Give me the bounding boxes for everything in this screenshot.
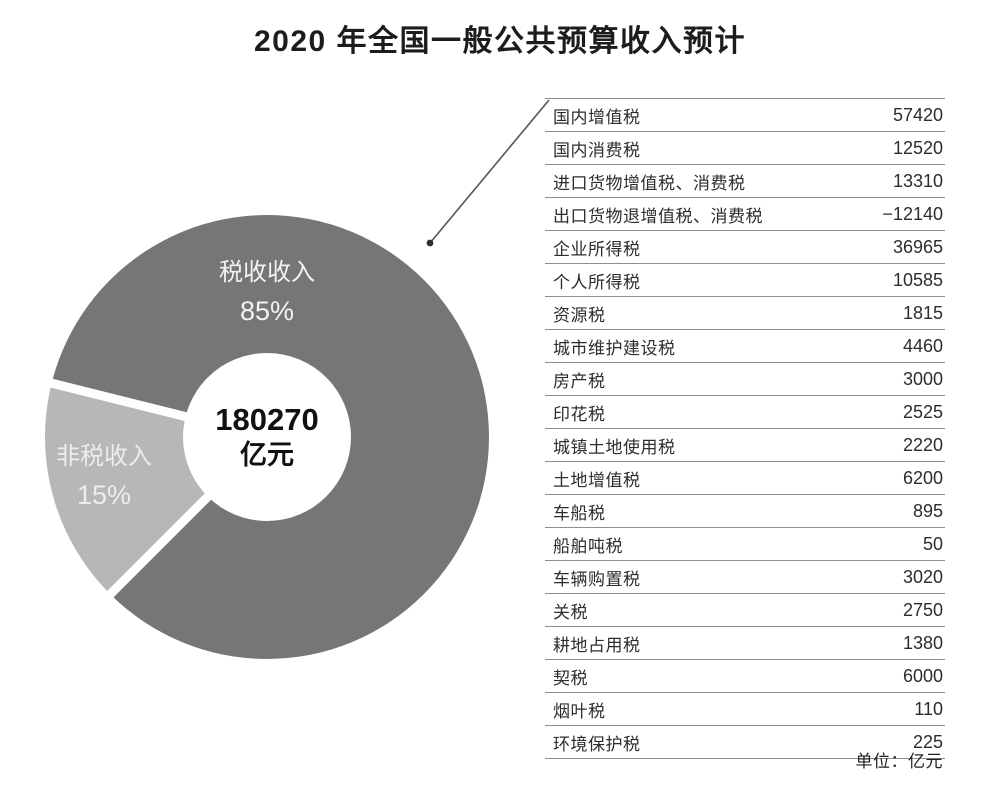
table-row: 进口货物增值税、消费税 13310: [545, 165, 945, 198]
tax-amount: 2525: [902, 401, 943, 422]
tax-amount: 57420: [892, 104, 943, 125]
tax-amount: 895: [912, 500, 943, 521]
donut-center: 180270 亿元: [183, 353, 351, 521]
center-total-unit: 亿元: [240, 440, 294, 471]
tax-amount: 4460: [902, 335, 943, 356]
tax-amount: 50: [922, 533, 943, 554]
tax-name: 进口货物增值税、消费税: [553, 173, 746, 193]
table-row: 城市维护建设税 4460: [545, 330, 945, 363]
tax-name: 企业所得税: [553, 239, 641, 259]
tax-amount: 1380: [902, 632, 943, 653]
page-title: 2020 年全国一般公共预算收入预计: [253, 25, 747, 58]
tax-name: 船舶吨税: [553, 536, 623, 556]
table-row: 耕地占用税 1380: [545, 627, 945, 660]
tax-amount: 10585: [892, 269, 943, 290]
table-row: 契税 6000: [545, 660, 945, 693]
tax-name: 国内增值税: [553, 107, 641, 127]
table-row: 房产税 3000: [545, 363, 945, 396]
tax-name: 房产税: [553, 371, 606, 391]
slice-name: 税收收入: [219, 259, 315, 286]
tax-name: 关税: [553, 602, 588, 622]
center-total-value: 180270: [215, 401, 319, 437]
tax-name: 土地增值税: [553, 470, 641, 490]
slice-percent: 15%: [76, 480, 132, 510]
tax-amount: 6000: [902, 665, 943, 686]
tax-name: 城市维护建设税: [553, 338, 676, 358]
tax-name: 印花税: [553, 404, 606, 424]
table-row: 环境保护税 225: [545, 726, 945, 759]
table-row: 烟叶税 110: [545, 693, 945, 726]
table-row: 出口货物退增值税、消费税 −12140: [545, 198, 945, 231]
tax-amount: 2750: [902, 599, 943, 620]
table-row: 土地增值税 6200: [545, 462, 945, 495]
table-row: 个人所得税 10585: [545, 264, 945, 297]
table-row: 车辆购置税 3020: [545, 561, 945, 594]
tax-amount: 13310: [892, 170, 943, 191]
tax-amount: 110: [914, 698, 943, 719]
tax-breakdown-table: 国内增值税 57420 国内消费税 12520 进口货物增值税、消费税 1331…: [545, 98, 945, 759]
tax-name: 耕地占用税: [553, 635, 641, 655]
tax-name: 国内消费税: [553, 140, 641, 160]
tax-amount: 3000: [902, 368, 943, 389]
tax-name: 车船税: [553, 503, 606, 523]
tax-amount: 2220: [902, 434, 943, 455]
tax-name: 资源税: [553, 305, 606, 325]
tax-name: 城镇土地使用税: [553, 437, 676, 457]
slice-label-nontax-revenue: 非税收入 15%: [23, 439, 185, 516]
tax-name: 烟叶税: [553, 701, 606, 721]
tax-name: 出口货物退增值税、消费税: [553, 206, 763, 226]
table-row: 关税 2750: [545, 594, 945, 627]
table-row: 国内增值税 57420: [545, 99, 945, 132]
tax-name: 契税: [553, 668, 588, 688]
table-row: 企业所得税 36965: [545, 231, 945, 264]
tax-name: 个人所得税: [553, 272, 641, 292]
table-row: 船舶吨税 50: [545, 528, 945, 561]
tax-amount: 6200: [902, 467, 943, 488]
tax-amount: 1815: [902, 302, 943, 323]
tax-amount: 3020: [902, 566, 943, 587]
slice-name: 非税收入: [56, 443, 152, 470]
donut-chart: 税收收入 85% 非税收入 15% 180270 亿元: [40, 215, 489, 659]
tax-amount: 12520: [892, 137, 943, 158]
tax-amount: −12140: [882, 203, 943, 224]
table-row: 车船税 895: [545, 495, 945, 528]
table-row: 印花税 2525: [545, 396, 945, 429]
slice-label-tax-revenue: 税收收入 85%: [45, 255, 489, 332]
tax-name: 环境保护税: [553, 734, 641, 754]
slice-percent: 85%: [239, 296, 295, 326]
tax-name: 车辆购置税: [553, 569, 641, 589]
table-row: 城镇土地使用税 2220: [545, 429, 945, 462]
table-row: 资源税 1815: [545, 297, 945, 330]
tax-amount: 36965: [892, 236, 943, 257]
table-row: 国内消费税 12520: [545, 132, 945, 165]
unit-note: 单位：亿元: [855, 752, 943, 771]
tax-amount: 225: [912, 731, 943, 752]
